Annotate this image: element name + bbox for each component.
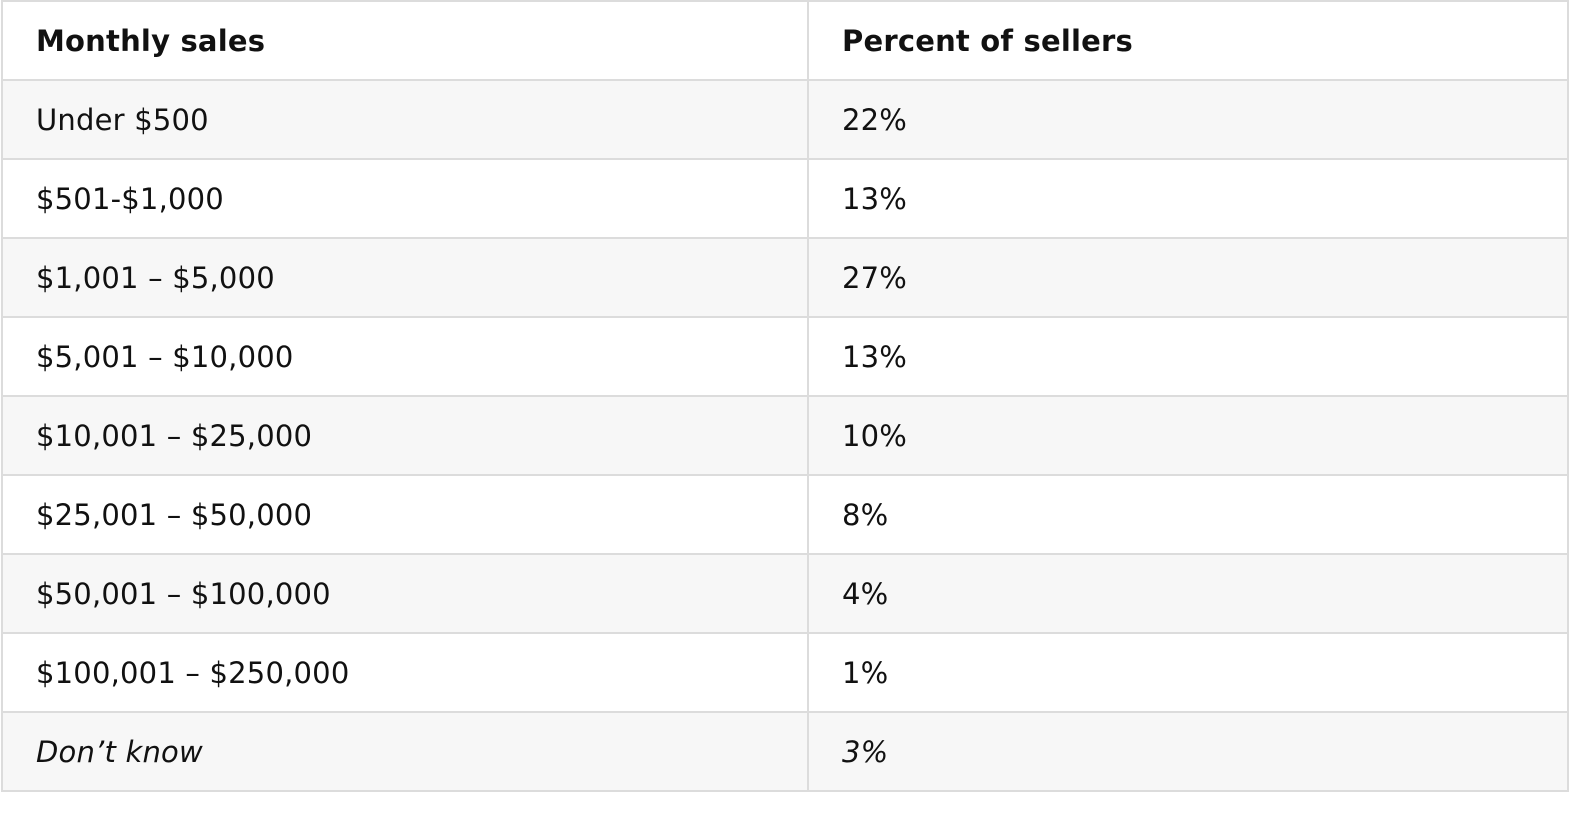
cell-percent: 4% [807,553,1569,634]
cell-percent: 13% [807,316,1569,397]
table-row: $1,001 – $5,000 27% [1,237,1569,318]
cell-percent: 8% [807,474,1569,555]
cell-percent: 3% [807,711,1569,792]
cell-percent: 22% [807,79,1569,160]
table-row: $501-$1,000 13% [1,158,1569,239]
table-row: $5,001 – $10,000 13% [1,316,1569,397]
cell-monthly-sales: $5,001 – $10,000 [1,316,809,397]
cell-monthly-sales: $10,001 – $25,000 [1,395,809,476]
table-row: $25,001 – $50,000 8% [1,474,1569,555]
cell-monthly-sales: $501-$1,000 [1,158,809,239]
table-row: Under $500 22% [1,79,1569,160]
table-header-row: Monthly sales Percent of sellers [1,0,1569,81]
header-monthly-sales: Monthly sales [1,0,809,81]
cell-monthly-sales: Don’t know [1,711,809,792]
cell-monthly-sales: $100,001 – $250,000 [1,632,809,713]
cell-monthly-sales: $25,001 – $50,000 [1,474,809,555]
table-row: $100,001 – $250,000 1% [1,632,1569,713]
cell-monthly-sales: $50,001 – $100,000 [1,553,809,634]
sales-table: Monthly sales Percent of sellers Under $… [1,0,1569,792]
header-percent-of-sellers: Percent of sellers [807,0,1569,81]
cell-percent: 13% [807,158,1569,239]
cell-percent: 10% [807,395,1569,476]
cell-monthly-sales: Under $500 [1,79,809,160]
table-row: $10,001 – $25,000 10% [1,395,1569,476]
cell-percent: 27% [807,237,1569,318]
table-row: Don’t know 3% [1,711,1569,792]
table-row: $50,001 – $100,000 4% [1,553,1569,634]
cell-monthly-sales: $1,001 – $5,000 [1,237,809,318]
cell-percent: 1% [807,632,1569,713]
